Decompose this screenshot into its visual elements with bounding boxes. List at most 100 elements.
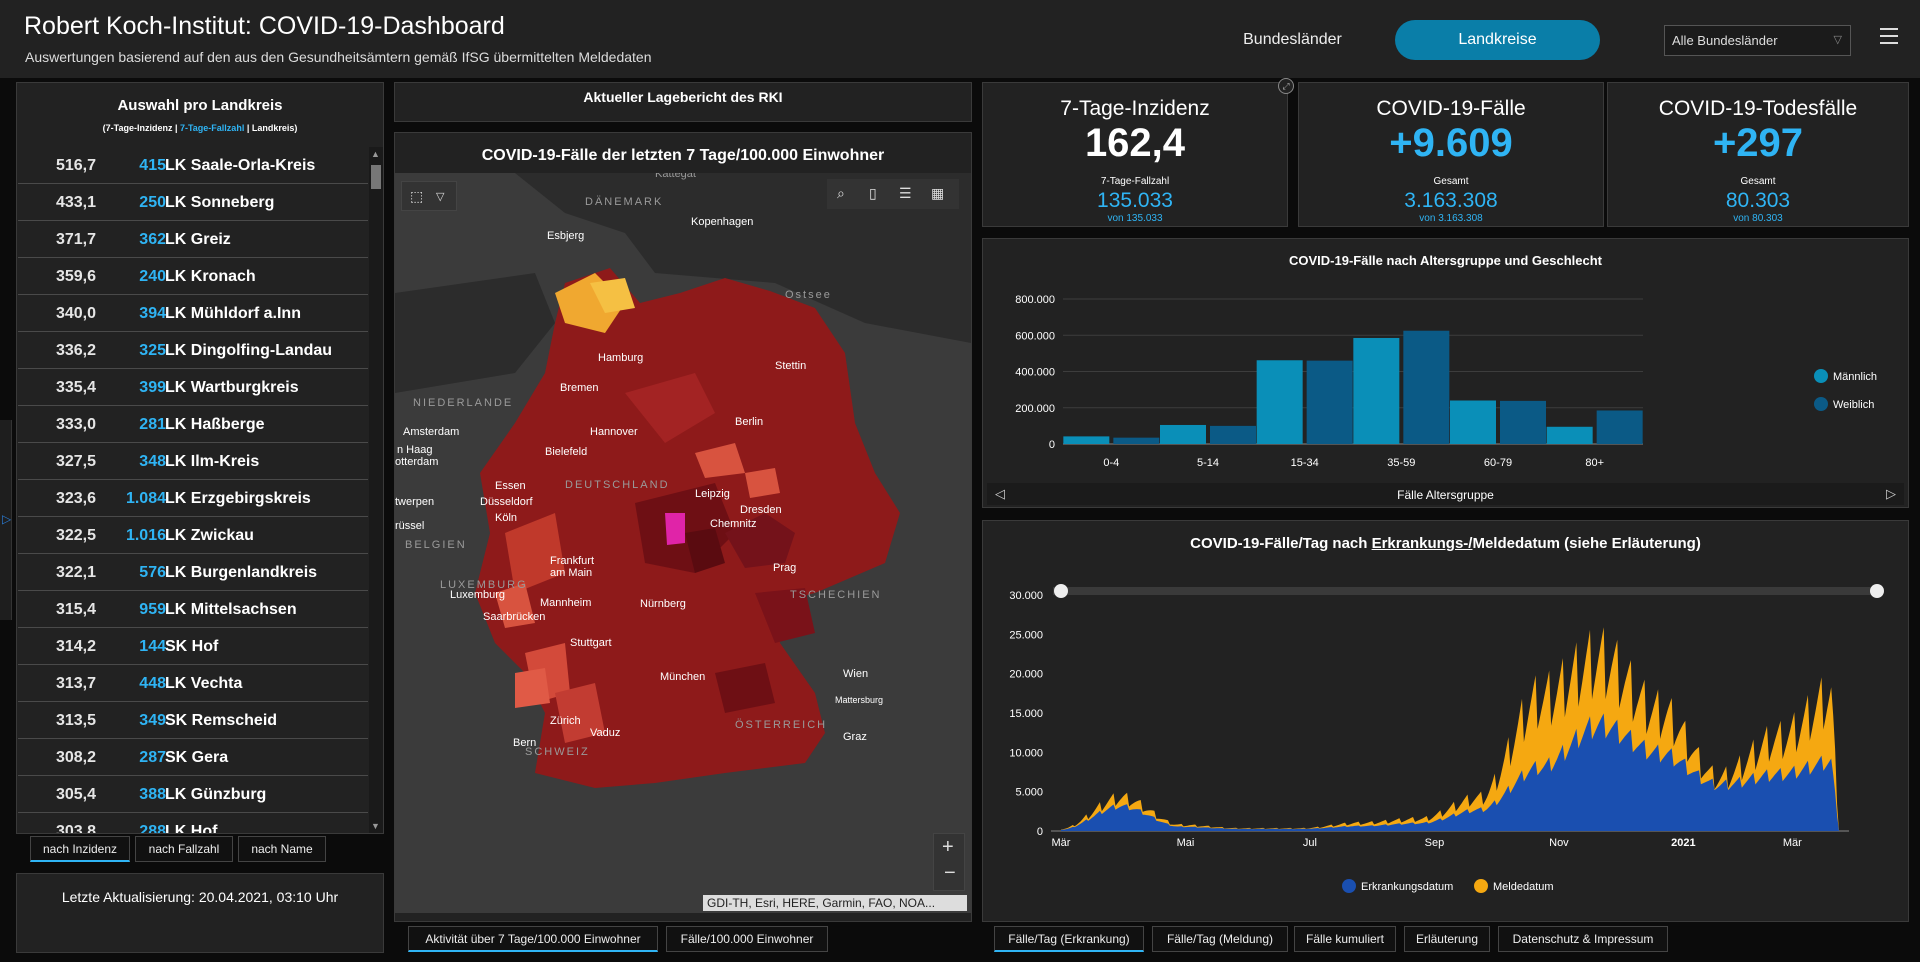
list-item-incidence: 359,6 xyxy=(55,268,96,285)
tab-faelle-tag-erkrankung[interactable]: Fälle/Tag (Erkrankung) xyxy=(994,926,1144,952)
legend-case-count: 7-Tage-Fallzahl xyxy=(179,123,245,133)
bar-weiblich-15-34[interactable] xyxy=(1306,360,1353,444)
list-item-count: 348 xyxy=(139,453,166,470)
list-item-count: 415 xyxy=(139,157,166,174)
list-item[interactable]: 322,5 1.016 LK Zwickau xyxy=(18,517,368,554)
map-select-tools[interactable]: ⬚ ▽ xyxy=(401,181,457,211)
expand-icon[interactable]: ⤢ xyxy=(1278,78,1294,94)
list-item-incidence: 333,0 xyxy=(55,416,96,433)
list-item-count: 287 xyxy=(139,749,166,766)
bar-weiblich-0-4[interactable] xyxy=(1113,437,1160,444)
list-item[interactable]: 433,1 250 LK Sonneberg xyxy=(18,184,368,221)
list-item[interactable]: 315,4 959 LK Mittelsachsen xyxy=(18,591,368,628)
map-label-duesseldorf: Düsseldorf xyxy=(480,496,534,508)
list-item[interactable]: 516,7 415 LK Saale-Orla-Kreis xyxy=(18,147,368,184)
list-icon[interactable]: ☰ xyxy=(899,185,912,201)
map-label-bern: Bern xyxy=(513,737,536,749)
last-update-text: Letzte Aktualisierung: 20.04.2021, 03:10… xyxy=(61,889,339,905)
tab-nach-fallzahl[interactable]: nach Fallzahl xyxy=(135,836,233,862)
bar-männlich-60-79[interactable] xyxy=(1450,400,1496,445)
zoom-controls: + − xyxy=(933,833,965,891)
list-item[interactable]: 333,0 281 LK Haßberge xyxy=(18,406,368,443)
list-item[interactable]: 340,0 394 LK Mühldorf a.Inn xyxy=(18,295,368,332)
legend-label: Erkrankungsdatum xyxy=(1361,881,1453,893)
germany-map[interactable]: DÄNEMARK Ostsee NIEDERLANDE BELGIEN LUXE… xyxy=(395,173,971,913)
search-icon[interactable]: ⌕ xyxy=(837,185,845,201)
list-item-count: 281 xyxy=(139,416,166,433)
bar-weiblich-60-79[interactable] xyxy=(1500,400,1546,444)
range-slider-track[interactable] xyxy=(1053,587,1875,595)
map-label-bremen: Bremen xyxy=(560,382,599,394)
bar-männlich-35-59[interactable] xyxy=(1353,337,1400,444)
list-item[interactable]: 336,2 325 LK Dingolfing-Landau xyxy=(18,332,368,369)
list-item-count: 349 xyxy=(139,712,166,729)
list-item[interactable]: 313,7 448 LK Vechta xyxy=(18,665,368,702)
map-label-luxemburg-city: Luxemburg xyxy=(450,589,505,601)
bar-männlich-80+[interactable] xyxy=(1546,426,1593,444)
chevron-down-icon[interactable]: ▽ xyxy=(436,191,445,203)
list-item-count: 240 xyxy=(139,268,166,285)
nav-landkreise-button[interactable]: Landkreise xyxy=(1395,20,1600,60)
list-scrollbar[interactable]: ▲ ▼ xyxy=(369,147,383,833)
region-select[interactable]: Alle Bundesländer ▽ xyxy=(1664,25,1851,56)
kpi-value: +9.609 xyxy=(1389,121,1513,165)
list-item[interactable]: 359,6 240 LK Kronach xyxy=(18,258,368,295)
tab-datenschutz-impressum[interactable]: Datenschutz & Impressum xyxy=(1498,926,1668,952)
range-slider-start-handle[interactable] xyxy=(1054,584,1068,598)
x-tick-label: Mär xyxy=(1052,837,1071,849)
y-tick-label: 0 xyxy=(1037,826,1043,838)
list-item[interactable]: 335,4 399 LK Wartburgkreis xyxy=(18,369,368,406)
tab-faelle-tag-meldung[interactable]: Fälle/Tag (Meldung) xyxy=(1152,926,1288,952)
bookmark-icon[interactable]: ▯ xyxy=(869,185,877,201)
tab-erlaeuterung[interactable]: Erläuterung xyxy=(1404,926,1490,952)
side-panel-toggle[interactable]: ▷ xyxy=(0,420,12,620)
list-item[interactable]: 322,1 576 LK Burgenlandkreis xyxy=(18,554,368,591)
select-area-icon[interactable]: ⬚ xyxy=(410,188,424,204)
list-item[interactable]: 327,5 348 LK Ilm-Kreis xyxy=(18,443,368,480)
bar-weiblich-5-14[interactable] xyxy=(1210,425,1256,444)
map-label-rotterdam: otterdam xyxy=(395,456,438,468)
landkreis-list[interactable]: 516,7 415 LK Saale-Orla-Kreis 433,1 250 LK So… xyxy=(18,147,368,833)
chevron-right-icon[interactable]: ▷ xyxy=(1886,486,1896,501)
scroll-up-icon[interactable]: ▲ xyxy=(371,149,380,159)
scroll-down-icon[interactable]: ▼ xyxy=(371,821,380,831)
tab-aktivitaet-7-tage[interactable]: Aktivität über 7 Tage/100.000 Einwohner xyxy=(408,926,658,952)
list-item[interactable]: 314,2 144 SK Hof xyxy=(18,628,368,665)
age-gender-chart[interactable]: 0 200.000 400.000 600.000 800.000 0-4 5-14 15-3… xyxy=(983,239,1910,483)
tab-faelle-100000[interactable]: Fälle/100.000 Einwohner xyxy=(666,926,828,952)
basemap-gallery-icon[interactable]: ▦ xyxy=(931,185,945,201)
list-item[interactable]: 323,6 1.084 LK Erzgebirgskreis xyxy=(18,480,368,517)
rki-report-link[interactable]: Aktueller Lagebericht des RKI xyxy=(394,82,972,122)
hamburger-menu-icon[interactable] xyxy=(1880,28,1898,44)
range-slider-end-handle[interactable] xyxy=(1870,584,1884,598)
bar-weiblich-80+[interactable] xyxy=(1596,410,1643,444)
list-item-name: LK Vechta xyxy=(165,675,243,692)
list-item-name: SK Hof xyxy=(165,638,219,655)
list-item[interactable]: 305,4 388 LK Günzburg xyxy=(18,776,368,813)
x-tick-label: 60-79 xyxy=(1484,457,1512,469)
zoom-out-button[interactable]: − xyxy=(944,862,956,884)
nav-bundeslaender-button[interactable]: Bundesländer xyxy=(1243,31,1342,48)
tab-nach-name[interactable]: nach Name xyxy=(238,836,326,862)
list-item[interactable]: 308,2 287 SK Gera xyxy=(18,739,368,776)
daily-cases-chart[interactable]: 0 5.000 10.000 15.000 20.000 25.000 30.000 Mär M… xyxy=(983,521,1910,923)
zoom-in-button[interactable]: + xyxy=(942,836,954,858)
list-item-incidence: 340,0 xyxy=(55,305,96,322)
list-item-name: LK Greiz xyxy=(165,231,231,248)
bar-männlich-15-34[interactable] xyxy=(1256,360,1303,444)
list-item-count: 959 xyxy=(139,601,166,618)
scroll-thumb[interactable] xyxy=(371,165,381,189)
x-tick-label: 5-14 xyxy=(1197,457,1219,469)
list-item[interactable]: 313,5 349 SK Remscheid xyxy=(18,702,368,739)
list-item[interactable]: 303,8 288 LK Hof xyxy=(18,813,368,833)
series-erkrankungsdatum-area[interactable] xyxy=(1061,713,1839,831)
tab-nach-inzidenz[interactable]: nach Inzidenz xyxy=(30,836,130,862)
tab-faelle-kumuliert[interactable]: Fälle kumuliert xyxy=(1294,926,1396,952)
y-tick-label: 5.000 xyxy=(1015,787,1043,799)
bar-männlich-5-14[interactable] xyxy=(1160,424,1206,444)
bar-weiblich-35-59[interactable] xyxy=(1403,330,1450,444)
chevron-left-icon[interactable]: ◁ xyxy=(995,486,1005,501)
list-item-name: LK Haßberge xyxy=(165,416,265,433)
list-item[interactable]: 371,7 362 LK Greiz xyxy=(18,221,368,258)
bar-männlich-0-4[interactable] xyxy=(1063,436,1110,444)
